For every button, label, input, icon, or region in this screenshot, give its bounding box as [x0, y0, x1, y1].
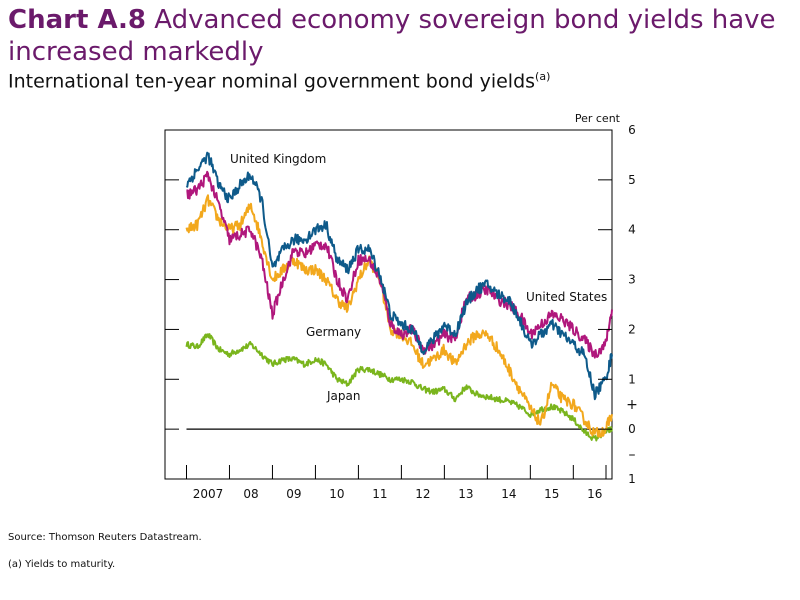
x-tick-label: 16 — [587, 487, 602, 501]
x-tick-label: 11 — [372, 487, 387, 501]
y-tick-label: 1 — [628, 472, 636, 486]
y-tick-label: 0 — [628, 422, 636, 436]
x-tick-label: 15 — [544, 487, 559, 501]
chart-title: Chart A.8 Advanced economy sovereign bon… — [8, 4, 788, 68]
x-tick-label: 09 — [286, 487, 301, 501]
minus-sign-marker: – — [629, 447, 636, 463]
x-tick-label: 10 — [329, 487, 344, 501]
x-tick-label: 12 — [415, 487, 430, 501]
y-tick-label: 1 — [628, 372, 636, 386]
label-united-states: United States — [526, 290, 607, 304]
chart-title-text: Advanced economy sovereign bond yields h… — [8, 5, 776, 67]
y-tick-label: 5 — [628, 173, 636, 187]
chart-subtitle-text: International ten-year nominal governmen… — [8, 70, 536, 93]
chart-subtitle: International ten-year nominal governmen… — [8, 70, 550, 92]
series-line-japan — [185, 333, 613, 442]
series-line-uk — [185, 151, 613, 401]
x-tick-label: 08 — [243, 487, 258, 501]
label-japan: Japan — [326, 389, 360, 403]
y-tick-label: 6 — [628, 123, 636, 137]
x-tick-label: 13 — [458, 487, 473, 501]
x-tick-label: 14 — [501, 487, 516, 501]
y-tick-label: 4 — [628, 223, 636, 237]
plus-sign-marker: + — [626, 397, 638, 413]
y-axis-label: Per cent — [575, 112, 621, 125]
plot-frame — [164, 129, 613, 480]
footnote-a: (a) Yields to maturity. — [8, 559, 116, 570]
plot-border — [164, 129, 613, 480]
y-tick-label: 3 — [628, 273, 636, 287]
label-germany: Germany — [306, 325, 361, 339]
series-lines — [185, 151, 613, 442]
x-tick-label: 2007 — [193, 487, 224, 501]
y-tick-label: 2 — [628, 322, 636, 336]
series-line-us — [186, 170, 613, 359]
label-united-kingdom: United Kingdom — [230, 152, 326, 166]
chart-number: Chart A.8 — [8, 5, 147, 35]
source-note: Source: Thomson Reuters Datastream. — [8, 532, 202, 543]
footnote-mark: (a) — [535, 70, 551, 83]
